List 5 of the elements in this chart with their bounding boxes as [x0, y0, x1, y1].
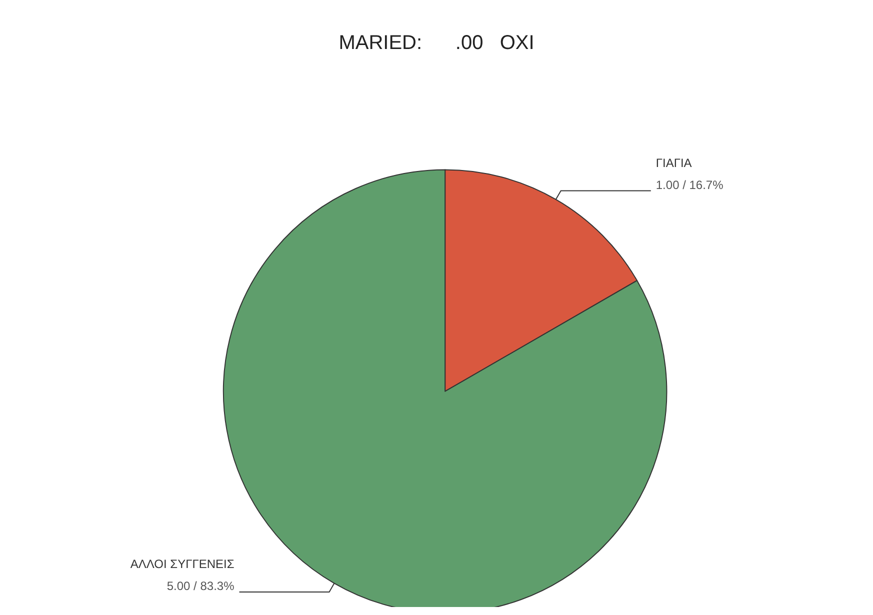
chart-title: MARIED: .00 OXI	[338, 32, 534, 54]
slice-label: ΓΙΑΓΙΑ	[656, 156, 692, 170]
data-label: 5.00 / 83.3%	[166, 578, 235, 593]
data-label: 1.00 / 16.7%	[656, 178, 724, 192]
slice-label: ΑΛΛΟΙ ΣΥΓΓΕΝΕΙΣ	[130, 556, 234, 571]
